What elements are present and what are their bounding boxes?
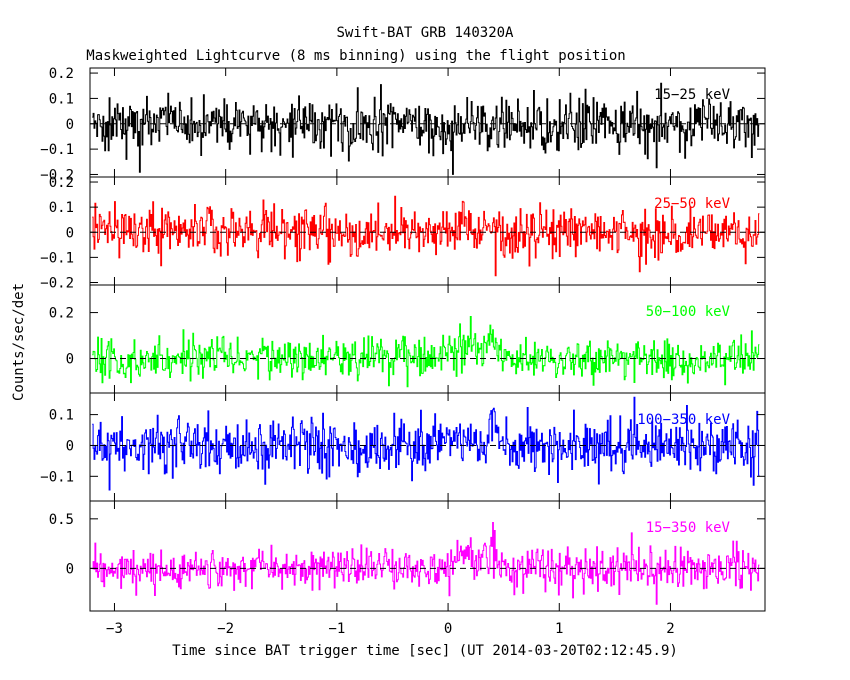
panel-4: 0.1 0 −0.1 100−350 keV [40, 392, 766, 502]
y-tick-label: −0.1 [40, 469, 74, 485]
y-tick-label: −0.1 [40, 142, 74, 158]
y-tick-label: 0.5 [49, 512, 74, 528]
x-axis-label: Time since BAT trigger time [sec] (UT 20… [172, 643, 678, 659]
y-tick-label: 0 [66, 225, 74, 241]
y-tick-label: 0.1 [49, 91, 74, 107]
x-tick-label: −1 [328, 621, 345, 637]
series-line-5 [92, 522, 760, 605]
y-tick-label: 0.1 [49, 408, 74, 424]
x-tick-label: 1 [555, 621, 563, 637]
y-tick-label: −0.1 [40, 250, 74, 266]
series-label-1: 15−25 keV [654, 87, 730, 103]
x-tick-label: 0 [444, 621, 452, 637]
y-tick-label: 0.2 [49, 66, 74, 82]
x-axis: −3 −2 −1 0 1 2 [106, 621, 675, 637]
x-tick-label: 2 [666, 621, 674, 637]
chart-title: Swift-BAT GRB 140320A [336, 25, 514, 41]
x-tick-label: −2 [217, 621, 234, 637]
panel-frame-1 [89, 67, 766, 178]
series-line-3 [92, 316, 760, 388]
series-label-3: 50−100 keV [646, 304, 731, 320]
y-tick-label: 0.2 [49, 306, 74, 322]
panel-1: 0.2 0.1 0 −0.1 −0.2 15−25 keV [40, 66, 766, 183]
panels: 0.2 0.1 0 −0.1 −0.2 15−25 keV 0.2 0.1 0 −0.1 −0.2 2… [40, 66, 766, 612]
y-tick-label: 0 [66, 438, 74, 454]
y-tick-label: 0 [66, 561, 74, 577]
panel-frame-5 [89, 500, 766, 612]
series-label-4: 100−350 keV [637, 412, 730, 428]
y-tick-label: 0.1 [49, 200, 74, 216]
series-line-4 [92, 396, 760, 491]
y-tick-label: −0.2 [40, 275, 74, 291]
series-label-5: 15−350 keV [646, 520, 731, 536]
x-tick-label: −3 [106, 621, 123, 637]
y-tick-label: −0.2 [40, 167, 74, 183]
panel-2: 0.2 0.1 0 −0.1 −0.2 25−50 keV [40, 175, 766, 291]
panel-5: 0.5 0 15−350 keV [49, 500, 766, 612]
y-tick-label: 0.2 [49, 175, 74, 191]
panel-3: 0.2 0 50−100 keV [49, 284, 766, 394]
y-tick-label: 0 [66, 352, 74, 368]
series-label-2: 25−50 keV [654, 196, 730, 212]
y-axis-label: Counts/sec/det [11, 283, 27, 401]
series-line-2 [92, 195, 760, 277]
series-line-1 [92, 82, 760, 175]
chart-subtitle: Maskweighted Lightcurve (8 ms binning) u… [86, 48, 625, 64]
y-tick-label: 0 [66, 117, 74, 133]
